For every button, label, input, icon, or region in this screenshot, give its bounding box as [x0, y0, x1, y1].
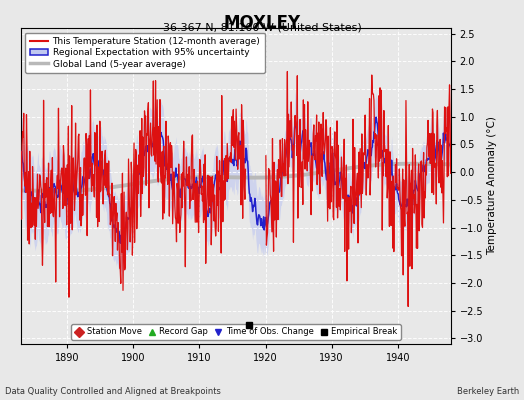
Legend: Station Move, Record Gap, Time of Obs. Change, Empirical Break: Station Move, Record Gap, Time of Obs. C…: [71, 324, 401, 340]
Y-axis label: Temperature Anomaly (°C): Temperature Anomaly (°C): [487, 116, 497, 256]
Text: MOXLEY: MOXLEY: [223, 14, 301, 32]
Text: Berkeley Earth: Berkeley Earth: [456, 387, 519, 396]
Text: Data Quality Controlled and Aligned at Breakpoints: Data Quality Controlled and Aligned at B…: [5, 387, 221, 396]
Text: 36.367 N, 81.100 W (United States): 36.367 N, 81.100 W (United States): [162, 22, 362, 32]
